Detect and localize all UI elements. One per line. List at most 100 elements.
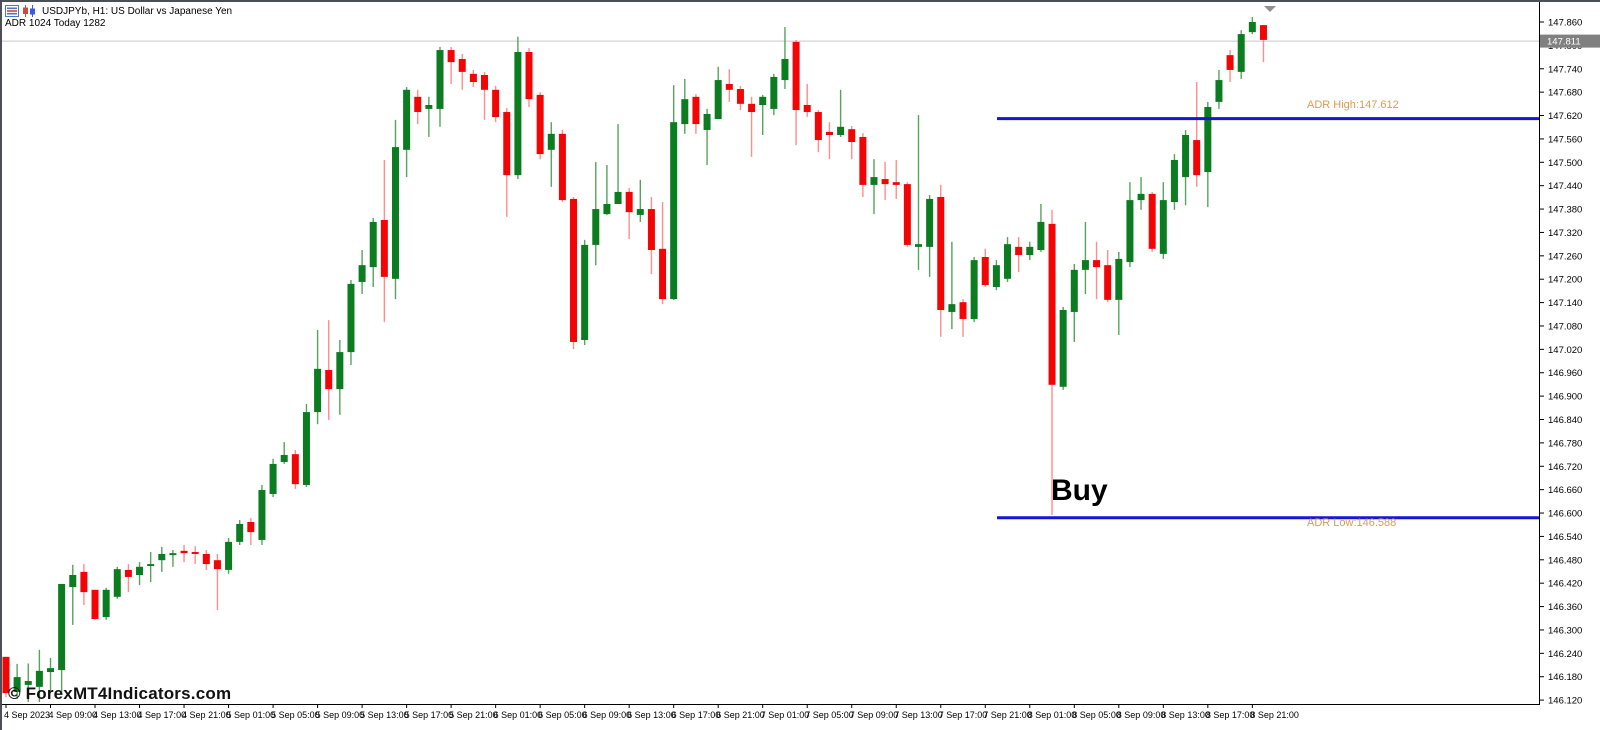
price-tick-label[interactable]: 147.620	[1548, 111, 1582, 122]
price-tick-label[interactable]: 147.440	[1548, 181, 1582, 192]
bear-candle-body	[903, 184, 911, 245]
bear-candle-body	[291, 454, 299, 485]
time-tick-label[interactable]: 8 Sep 05:00	[1072, 710, 1121, 720]
price-tick-label[interactable]: 147.560	[1548, 134, 1582, 145]
price-tick-label[interactable]: 146.900	[1548, 392, 1582, 403]
price-tick-label[interactable]: 146.960	[1548, 368, 1582, 379]
price-tick-label[interactable]: 146.300	[1548, 625, 1582, 636]
price-tick-label[interactable]: 147.860	[1548, 18, 1582, 29]
bull-candle-body	[547, 133, 555, 150]
time-tick-label[interactable]: 7 Sep 13:00	[894, 710, 943, 720]
price-tick-label[interactable]: 146.420	[1548, 579, 1582, 590]
time-tick-label[interactable]: 6 Sep 21:00	[716, 710, 765, 720]
bull-candle-body	[781, 59, 789, 81]
time-tick-label[interactable]: 7 Sep 09:00	[850, 710, 899, 720]
time-tick-label[interactable]: 5 Sep 09:00	[316, 710, 365, 720]
bear-candle-body	[481, 75, 489, 90]
bull-candle-body	[1115, 258, 1123, 300]
time-tick-label[interactable]: 8 Sep 17:00	[1206, 710, 1255, 720]
price-tick-label[interactable]: 146.780	[1548, 438, 1582, 449]
time-tick-label[interactable]: 4 Sep 17:00	[138, 710, 187, 720]
time-tick-label[interactable]: 8 Sep 01:00	[1028, 710, 1077, 720]
time-tick-label[interactable]: 5 Sep 21:00	[449, 710, 498, 720]
time-tick-label[interactable]: 7 Sep 21:00	[983, 710, 1032, 720]
price-tick-label[interactable]: 146.240	[1548, 649, 1582, 660]
bear-candle-body	[792, 41, 800, 111]
time-tick-label[interactable]: 4 Sep 09:00	[49, 710, 98, 720]
time-tick-label[interactable]: 8 Sep 09:00	[1117, 710, 1166, 720]
time-tick-label[interactable]: 6 Sep 13:00	[627, 710, 676, 720]
time-tick-label[interactable]: 7 Sep 05:00	[805, 710, 854, 720]
price-tick-label[interactable]: 146.480	[1548, 555, 1582, 566]
bull-candle-body	[269, 463, 277, 494]
bear-candle-body	[191, 552, 199, 554]
price-tick-label[interactable]: 146.360	[1548, 602, 1582, 613]
time-tick-label[interactable]: 8 Sep 13:00	[1161, 710, 1210, 720]
price-tick-label[interactable]: 146.660	[1548, 485, 1582, 496]
bull-candle-body	[280, 454, 288, 462]
time-tick-label[interactable]: 7 Sep 01:00	[761, 710, 810, 720]
price-tick-label[interactable]: 147.380	[1548, 205, 1582, 216]
bull-candle-body	[970, 260, 978, 319]
time-tick-label[interactable]: 4 Sep 2023	[4, 710, 50, 720]
bull-candle-body	[1248, 22, 1256, 33]
bear-candle-body	[2, 656, 10, 694]
price-tick-label[interactable]: 147.320	[1548, 228, 1582, 239]
time-tick-label[interactable]: 6 Sep 01:00	[494, 710, 543, 720]
time-tick-label[interactable]: 6 Sep 09:00	[583, 710, 632, 720]
price-tick-label[interactable]: 147.680	[1548, 88, 1582, 99]
time-tick-label[interactable]: 4 Sep 13:00	[93, 710, 142, 720]
price-tick-label[interactable]: 146.600	[1548, 509, 1582, 520]
time-tick-label[interactable]: 5 Sep 05:00	[271, 710, 320, 720]
price-tick-label[interactable]: 146.720	[1548, 462, 1582, 473]
bull-candle-body	[603, 203, 611, 215]
bull-candle-body	[258, 490, 266, 540]
bull-candle-body	[1215, 80, 1223, 102]
chart-header: USDJPYb, H1: US Dollar vs Japanese Yen	[5, 5, 232, 17]
time-tick-label[interactable]: 7 Sep 17:00	[939, 710, 988, 720]
bear-candle-body	[725, 83, 733, 90]
time-tick-label[interactable]: 4 Sep 21:00	[182, 710, 231, 720]
bull-candle-body	[837, 126, 845, 136]
bear-candle-body	[247, 521, 255, 533]
price-tick-label[interactable]: 146.120	[1548, 696, 1582, 707]
price-tick-label[interactable]: 147.080	[1548, 321, 1582, 332]
time-tick-label[interactable]: 5 Sep 17:00	[405, 710, 454, 720]
price-tick-label[interactable]: 147.020	[1548, 345, 1582, 356]
time-tick-label[interactable]: 6 Sep 05:00	[538, 710, 587, 720]
bear-candle-body	[503, 112, 511, 176]
bull-candle-body	[302, 412, 310, 485]
bull-candle-body	[1159, 200, 1167, 254]
bear-candle-body	[80, 571, 88, 593]
price-tick-label[interactable]: 146.540	[1548, 532, 1582, 543]
time-tick-label[interactable]: 5 Sep 01:00	[227, 710, 276, 720]
price-tick-label[interactable]: 146.840	[1548, 415, 1582, 426]
bull-candle-body	[636, 209, 644, 215]
bear-candle-body	[736, 89, 744, 104]
price-tick-label[interactable]: 146.180	[1548, 672, 1582, 683]
bull-candle-body	[714, 80, 722, 120]
bear-candle-body	[1093, 260, 1101, 268]
adr-high-label[interactable]: ADR High:147.612	[1307, 99, 1399, 111]
buy-signal-label[interactable]: Buy	[1051, 474, 1108, 507]
candlestick-symbol-icon	[22, 5, 36, 17]
time-tick-label[interactable]: 6 Sep 17:00	[672, 710, 721, 720]
price-tick-label[interactable]: 147.500	[1548, 158, 1582, 169]
bull-candle-body	[870, 177, 878, 185]
adr-low-label[interactable]: ADR Low:146.588	[1307, 517, 1397, 529]
price-tick-label[interactable]: 147.260	[1548, 251, 1582, 262]
time-tick-label[interactable]: 5 Sep 13:00	[360, 710, 409, 720]
price-tick-label[interactable]: 147.140	[1548, 298, 1582, 309]
bull-candle-body	[169, 553, 177, 556]
bull-candle-body	[614, 191, 622, 204]
price-tick-label[interactable]: 147.200	[1548, 275, 1582, 286]
bear-candle-body	[447, 50, 455, 63]
bear-candle-body	[525, 52, 533, 100]
time-tick-label[interactable]: 8 Sep 21:00	[1250, 710, 1299, 720]
bear-candle-body	[492, 89, 500, 118]
bear-candle-body	[180, 550, 188, 554]
bull-candle-body	[58, 583, 66, 671]
price-tick-label[interactable]: 147.740	[1548, 64, 1582, 75]
bull-candle-body	[347, 283, 355, 353]
